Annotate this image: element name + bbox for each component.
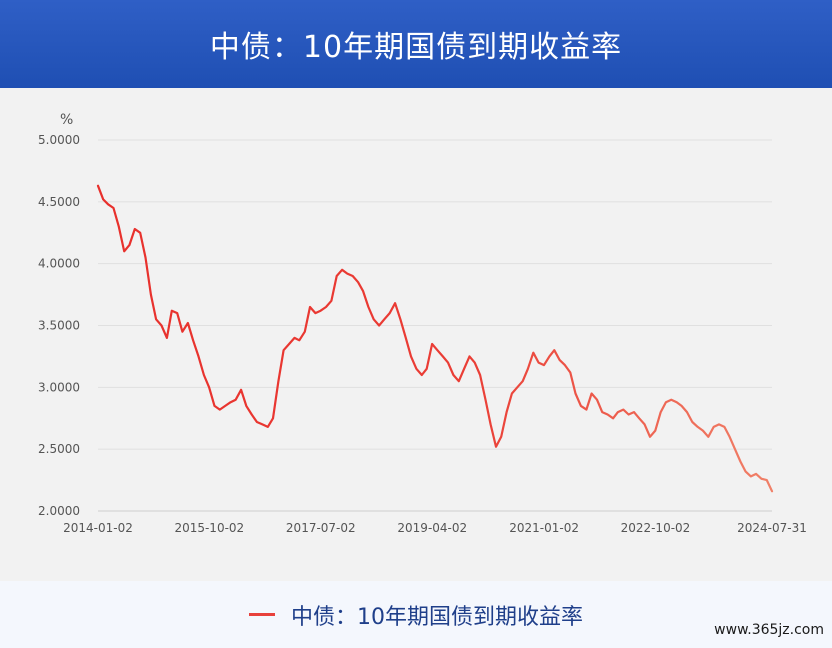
gridlines — [98, 139, 772, 512]
x-tick-label: 2022-10-02 — [621, 521, 691, 535]
x-tick-label: 2017-07-02 — [286, 521, 356, 535]
y-axis-ticks: 5.0000 4.5000 4.0000 3.5000 3.0000 2.5000 2.00… — [38, 133, 80, 518]
legend-label: 中债：10年期国债到期收益率 — [291, 604, 583, 630]
chart-plot-area — [0, 88, 832, 581]
y-tick-label: 4.0000 — [38, 257, 80, 271]
series-line-group — [96, 184, 774, 493]
chart-title: 中债：10年期国债到期收益率 — [209, 30, 623, 65]
x-tick-label: 2019-04-02 — [397, 521, 467, 535]
legend: 中债：10年期国债到期收益率 — [0, 581, 832, 648]
y-tick-label: 5.0000 — [38, 133, 80, 147]
x-tick-label: 2015-10-02 — [174, 521, 244, 535]
chart-title-banner: 中债：10年期国债到期收益率 — [0, 0, 832, 88]
series-line — [96, 184, 774, 493]
y-tick-label: 3.5000 — [38, 319, 80, 333]
x-axis-ticks: 2014-01-02 2015-10-02 2017-07-02 2019-04-02… — [63, 521, 807, 535]
y-axis-unit: % — [60, 112, 73, 128]
y-tick-label: 2.0000 — [38, 504, 80, 518]
x-tick-label: 2024-07-31 — [737, 521, 807, 535]
line-chart: 5.0000 4.5000 4.0000 3.5000 3.0000 2.5000 2.00… — [38, 112, 807, 535]
watermark: www.365jz.com — [714, 622, 824, 638]
x-tick-label: 2014-01-02 — [63, 521, 133, 535]
y-tick-label: 4.5000 — [38, 195, 80, 209]
y-tick-label: 3.0000 — [38, 380, 80, 394]
legend-swatch — [249, 613, 275, 616]
y-tick-label: 2.5000 — [38, 442, 80, 456]
x-tick-label: 2021-01-02 — [509, 521, 579, 535]
